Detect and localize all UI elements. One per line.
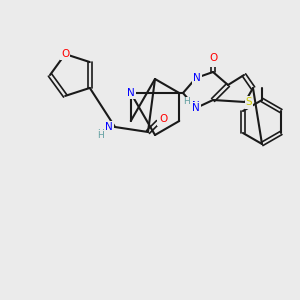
Text: O: O	[61, 49, 69, 59]
Text: N: N	[127, 88, 135, 98]
Text: S: S	[246, 98, 252, 108]
Text: N: N	[105, 122, 113, 132]
Text: O: O	[61, 49, 69, 59]
Text: O: O	[158, 115, 166, 125]
Text: N: N	[192, 101, 200, 111]
Text: H: H	[184, 98, 190, 106]
Text: N: N	[193, 74, 201, 84]
Text: N: N	[193, 73, 201, 83]
Text: N: N	[105, 122, 113, 132]
Text: O: O	[209, 56, 217, 66]
Text: N: N	[127, 88, 135, 98]
Text: H: H	[184, 98, 190, 107]
Text: N: N	[192, 103, 200, 113]
Text: O: O	[209, 53, 217, 63]
Text: O: O	[159, 114, 167, 124]
Text: S: S	[246, 97, 252, 107]
Text: H: H	[97, 130, 104, 140]
Text: H: H	[98, 130, 104, 139]
